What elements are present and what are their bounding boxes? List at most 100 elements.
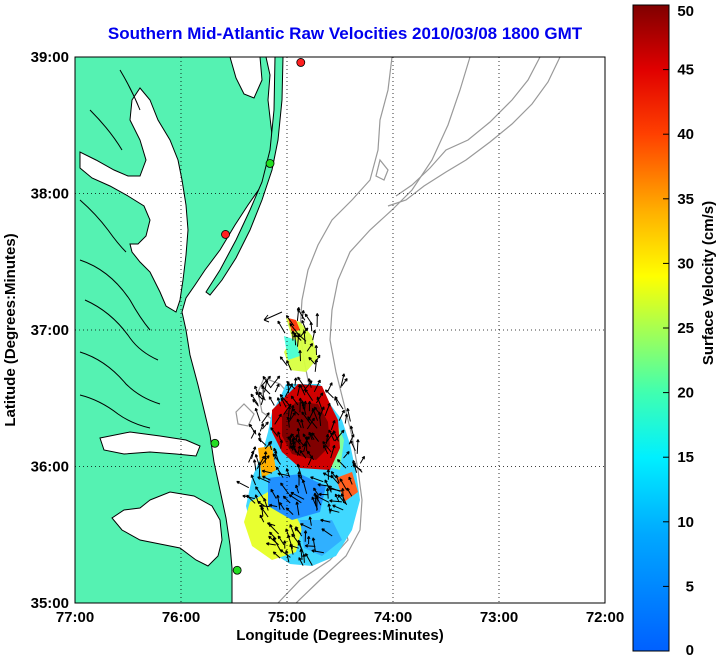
velocity-arrow	[291, 533, 300, 544]
velocity-arrow	[330, 444, 336, 459]
velocity-arrow	[302, 433, 311, 447]
velocity-arrow	[301, 310, 305, 319]
velocity-arrow	[282, 495, 291, 504]
velocity-arrow	[336, 459, 347, 469]
velocity-arrow	[308, 516, 312, 526]
velocity-arrow	[288, 434, 293, 449]
velocity-arrow	[328, 429, 335, 442]
x-axis-ticks: 77:00 76:00 75:00 74:00 73:00 72:00	[56, 609, 624, 626]
rivers	[79, 69, 161, 429]
velocity-arrow	[318, 492, 329, 497]
velocity-arrow	[339, 478, 347, 490]
velocity-arrow	[307, 400, 312, 412]
colorbar-tick-label: 40	[677, 126, 694, 143]
velocity-arrow	[356, 439, 360, 454]
velocity-arrow	[341, 378, 348, 387]
velocity-arrow	[274, 383, 280, 393]
velocity-arrow	[344, 413, 349, 424]
velocity-arrow	[254, 407, 261, 422]
velocity-arrow	[335, 474, 340, 484]
velocity-arrow	[324, 402, 331, 417]
velocity-arrow	[296, 418, 302, 428]
velocity-arrow	[274, 413, 282, 425]
velocity-arrow	[317, 411, 322, 426]
velocity-arrow	[293, 377, 298, 386]
colorbar-tick-label: 25	[677, 320, 694, 337]
velocity-arrow	[290, 491, 305, 500]
velocity-arrow	[341, 487, 345, 503]
velocity-arrow	[332, 504, 344, 511]
velocity-arrow	[254, 494, 260, 504]
velocity-arrow	[295, 484, 300, 494]
velocity-arrow	[263, 497, 269, 511]
velocity-arrow	[314, 494, 322, 506]
velocity-arrow	[268, 503, 278, 508]
velocity-arrow	[308, 431, 313, 441]
velocity-field	[236, 307, 365, 566]
velocity-arrow	[306, 342, 313, 352]
velocity-arrow	[287, 405, 291, 417]
velocity-arrow	[263, 311, 283, 323]
station-markers	[210, 58, 306, 575]
velocity-arrow	[332, 430, 339, 442]
velocity-arrow	[348, 434, 355, 445]
velocity-arrow	[255, 486, 265, 500]
velocity-arrow	[279, 356, 288, 367]
velocity-arrow	[313, 487, 319, 496]
velocity-arrow	[304, 544, 316, 548]
velocity-arrow	[338, 409, 345, 421]
velocity-arrow	[352, 462, 363, 473]
velocity-arrow	[293, 334, 297, 346]
y-tick-label: 37:00	[31, 322, 69, 339]
velocity-arrow	[288, 494, 302, 504]
y-axis-label: Latitude (Degrees:Minutes)	[2, 233, 19, 426]
velocity-arrow	[343, 451, 350, 459]
colorbar-tick-label: 0	[686, 642, 694, 659]
station-marker	[232, 565, 242, 575]
velocity-arrow	[300, 419, 304, 429]
velocity-arrow	[302, 553, 306, 563]
velocity-arrow	[329, 499, 342, 503]
velocity-arrow	[264, 440, 273, 450]
velocity-arrow	[346, 487, 353, 497]
velocity-patch-orange	[258, 446, 276, 478]
velocity-arrow	[299, 449, 307, 459]
velocity-arrow	[289, 524, 296, 537]
velocity-arrow	[308, 356, 316, 365]
velocity-arrow	[328, 487, 342, 492]
velocity-arrow	[263, 451, 268, 464]
velocity-arrow	[277, 320, 286, 334]
velocity-arrow	[250, 429, 256, 439]
velocity-arrow	[275, 466, 284, 478]
velocity-arrow	[300, 400, 305, 410]
velocity-arrow	[307, 409, 315, 422]
velocity-arrow	[340, 373, 346, 388]
velocity-arrow	[306, 417, 315, 430]
velocity-arrow	[280, 482, 290, 495]
velocity-arrow	[290, 395, 299, 406]
velocity-arrow	[270, 375, 281, 388]
velocity-arrow	[311, 432, 319, 442]
velocity-arrow	[326, 469, 331, 480]
colorbar-tick-label: 20	[677, 385, 694, 402]
velocity-arrow	[349, 425, 354, 435]
velocity-arrow	[334, 429, 345, 442]
velocity-arrow	[321, 528, 333, 537]
velocity-arrow	[289, 404, 295, 420]
colorbar-tick-label: 50	[677, 3, 694, 20]
velocity-arrow	[291, 408, 300, 416]
velocity-arrow	[270, 427, 279, 437]
y-tick-label: 39:00	[31, 49, 69, 66]
velocity-arrow	[260, 396, 265, 406]
velocity-arrow	[250, 474, 257, 486]
velocity-arrow	[315, 392, 324, 404]
velocity-arrow	[297, 542, 303, 551]
plot-frame	[74, 56, 606, 604]
velocity-arrow	[298, 557, 304, 566]
velocity-arrow	[311, 549, 324, 554]
colorbar-ticks: 0 5 10 15 20 25 30 35 40 45 50	[663, 3, 694, 659]
colorbar-tick-label: 10	[677, 514, 694, 531]
velocity-arrow	[296, 463, 303, 479]
albemarle-sound	[99, 431, 201, 457]
velocity-arrow	[327, 503, 331, 514]
